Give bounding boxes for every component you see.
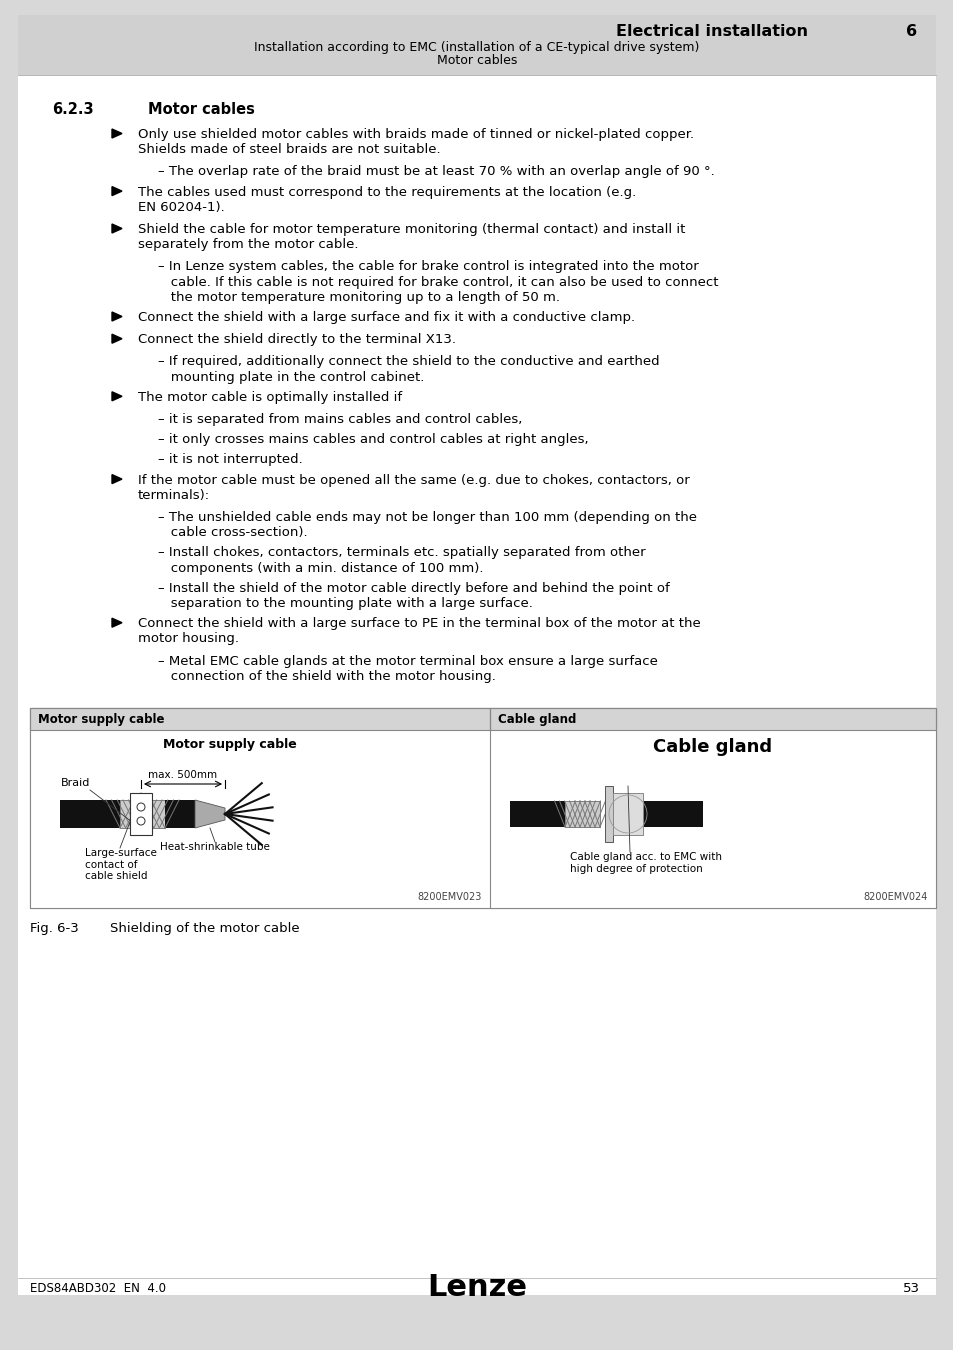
Text: – The unshielded cable ends may not be longer than 100 mm (depending on the: – The unshielded cable ends may not be l… (158, 512, 697, 524)
Text: Connect the shield with a large surface to PE in the terminal box of the motor a: Connect the shield with a large surface … (138, 617, 700, 630)
Text: Lenze: Lenze (427, 1273, 526, 1303)
Text: The cables used must correspond to the requirements at the location (e.g.: The cables used must correspond to the r… (138, 185, 636, 198)
Text: max. 500mm: max. 500mm (149, 769, 217, 780)
Polygon shape (112, 186, 122, 196)
Bar (30, 707, 490, 730)
Text: Shield the cable for motor temperature monitoring (thermal contact) and install : Shield the cable for motor temperature m… (138, 223, 684, 236)
Text: Heat-shrinkable tube: Heat-shrinkable tube (160, 842, 270, 852)
Text: Cable gland: Cable gland (653, 738, 772, 756)
Text: terminals):: terminals): (138, 489, 210, 502)
Bar (30, 707, 935, 909)
Bar (510, 801, 564, 828)
Text: – Install chokes, contactors, terminals etc. spatially separated from other: – Install chokes, contactors, terminals … (158, 547, 645, 559)
Text: Motor cables: Motor cables (148, 103, 254, 117)
Text: motor housing.: motor housing. (138, 632, 239, 645)
Bar (165, 801, 194, 828)
Bar (60, 801, 120, 828)
Text: Installation according to EMC (installation of a CE-typical drive system): Installation according to EMC (installat… (254, 40, 699, 54)
Bar (120, 801, 165, 828)
Bar (642, 801, 702, 828)
Text: components (with a min. distance of 100 mm).: components (with a min. distance of 100 … (158, 562, 483, 575)
Text: EDS84ABD302  EN  4.0: EDS84ABD302 EN 4.0 (30, 1281, 166, 1295)
Text: cable cross-section).: cable cross-section). (158, 526, 307, 539)
Text: – If required, additionally connect the shield to the conductive and earthed: – If required, additionally connect the … (158, 355, 659, 369)
Text: Motor supply cable: Motor supply cable (38, 713, 164, 725)
Text: Motor supply cable: Motor supply cable (163, 738, 296, 751)
Text: 8200EMV024: 8200EMV024 (862, 892, 927, 902)
Text: – In Lenze system cables, the cable for brake control is integrated into the mot: – In Lenze system cables, the cable for … (158, 261, 698, 274)
Bar (613, 792, 642, 836)
Bar (490, 707, 935, 730)
Circle shape (137, 817, 145, 825)
Text: The motor cable is optimally installed if: The motor cable is optimally installed i… (138, 390, 402, 404)
Bar (490, 730, 935, 909)
Polygon shape (112, 335, 122, 343)
Text: 8200EMV023: 8200EMV023 (417, 892, 481, 902)
Text: Connect the shield directly to the terminal X13.: Connect the shield directly to the termi… (138, 333, 456, 346)
Bar (130, 792, 152, 836)
Bar (564, 801, 599, 828)
Bar (490, 707, 935, 730)
Text: connection of the shield with the motor housing.: connection of the shield with the motor … (158, 670, 496, 683)
Text: separation to the mounting plate with a large surface.: separation to the mounting plate with a … (158, 597, 533, 610)
Text: Shielding of the motor cable: Shielding of the motor cable (110, 922, 299, 936)
Text: Braid: Braid (61, 778, 90, 788)
Text: Cable gland: Cable gland (497, 713, 576, 725)
Polygon shape (112, 392, 122, 401)
Polygon shape (112, 312, 122, 321)
Text: 6.2.3: 6.2.3 (52, 103, 93, 117)
Polygon shape (112, 224, 122, 234)
Text: EN 60204-1).: EN 60204-1). (138, 201, 225, 213)
Text: Connect the shield with a large surface and fix it with a conductive clamp.: Connect the shield with a large surface … (138, 310, 635, 324)
Polygon shape (112, 475, 122, 483)
Text: – it is separated from mains cables and control cables,: – it is separated from mains cables and … (158, 413, 522, 427)
Text: Only use shielded motor cables with braids made of tinned or nickel-plated coppe: Only use shielded motor cables with brai… (138, 128, 694, 140)
Text: Cable gland acc. to EMC with
high degree of protection: Cable gland acc. to EMC with high degree… (569, 852, 721, 873)
Bar (30, 707, 490, 730)
Text: separately from the motor cable.: separately from the motor cable. (138, 238, 358, 251)
Text: Shields made of steel braids are not suitable.: Shields made of steel braids are not sui… (138, 143, 440, 157)
Bar (604, 786, 613, 842)
Text: – it only crosses mains cables and control cables at right angles,: – it only crosses mains cables and contr… (158, 433, 588, 447)
Text: – it is not interrupted.: – it is not interrupted. (158, 454, 302, 466)
Text: – The overlap rate of the braid must be at least 70 % with an overlap angle of 9: – The overlap rate of the braid must be … (158, 166, 714, 178)
Bar (30, 707, 935, 909)
Text: cable. If this cable is not required for brake control, it can also be used to c: cable. If this cable is not required for… (158, 275, 718, 289)
Polygon shape (112, 130, 122, 138)
Text: – Install the shield of the motor cable directly before and behind the point of: – Install the shield of the motor cable … (158, 582, 669, 595)
Circle shape (137, 803, 145, 811)
Bar (30, 730, 490, 909)
Text: mounting plate in the control cabinet.: mounting plate in the control cabinet. (158, 371, 424, 383)
Text: If the motor cable must be opened all the same (e.g. due to chokes, contactors, : If the motor cable must be opened all th… (138, 474, 689, 486)
Text: Fig. 6-3: Fig. 6-3 (30, 922, 79, 936)
Bar (18, 15, 935, 76)
Polygon shape (194, 801, 225, 828)
Text: 6: 6 (905, 24, 917, 39)
Text: Motor cables: Motor cables (436, 54, 517, 68)
Text: Large-surface
contact of
cable shield: Large-surface contact of cable shield (85, 848, 156, 882)
Text: Electrical installation: Electrical installation (616, 24, 807, 39)
Text: the motor temperature monitoring up to a length of 50 m.: the motor temperature monitoring up to a… (158, 290, 559, 304)
Text: – Metal EMC cable glands at the motor terminal box ensure a large surface: – Metal EMC cable glands at the motor te… (158, 655, 658, 668)
Polygon shape (112, 618, 122, 628)
Text: 53: 53 (902, 1281, 919, 1295)
